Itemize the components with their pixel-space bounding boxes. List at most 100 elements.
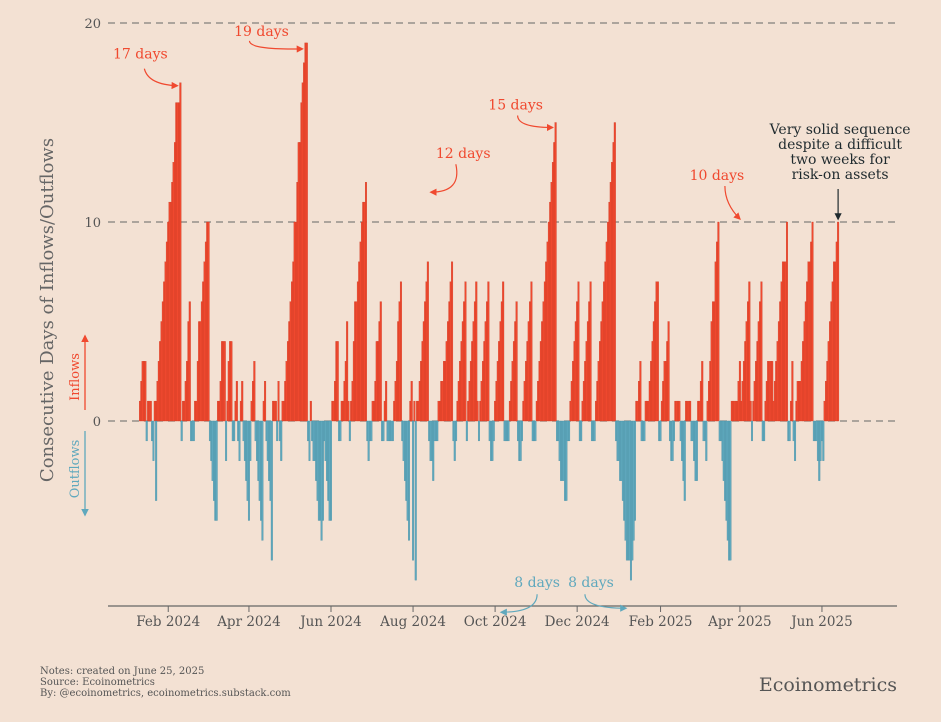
source-line: Source: Ecoinometrics <box>40 677 155 688</box>
y-tick-label: 10 <box>84 216 101 231</box>
inflow-bar <box>613 122 616 422</box>
outflow-bar <box>634 420 636 521</box>
inflow-bar <box>639 361 642 422</box>
outflow-bar <box>673 420 675 442</box>
annotation-label: 12 days <box>436 146 491 162</box>
y-tick-label: 20 <box>84 17 101 32</box>
inflow-bar <box>277 381 280 422</box>
outflow-bar <box>455 420 458 442</box>
by-line: By: @ecoinometrics, ecoinometrics.substa… <box>40 688 291 699</box>
outflow-bar <box>238 420 241 461</box>
outflow-bar <box>408 420 410 541</box>
inflows-label: Inflows <box>68 353 83 401</box>
outflow-bar <box>521 420 523 442</box>
inflow-bar <box>577 281 580 422</box>
outflow-bar <box>308 420 311 461</box>
y-tick-label: 0 <box>93 415 101 430</box>
outflow-bar <box>192 420 195 442</box>
outflow-bar <box>233 420 236 442</box>
inflow-bar <box>738 361 741 422</box>
outflow-bar <box>507 420 510 442</box>
annotation-label: 8 days <box>568 575 614 591</box>
outflow-bar <box>280 420 283 461</box>
x-tick-label: Feb 2024 <box>136 614 200 630</box>
outflow-bar <box>270 420 273 561</box>
inflow-bar <box>464 281 467 422</box>
inflow-bar <box>223 341 226 422</box>
outflow-bar <box>225 420 228 461</box>
inflow-bar <box>264 381 267 422</box>
inflow-bar <box>749 400 752 422</box>
outflow-bar <box>794 420 797 461</box>
annotation-arrow <box>248 40 304 53</box>
annotation-arrow <box>143 68 179 90</box>
annotation-label: risk-on assets <box>792 167 889 183</box>
annotation-label: two weeks for <box>790 152 890 168</box>
outflow-bar <box>580 420 583 442</box>
inflow-bar <box>760 281 763 422</box>
inflow-bar <box>399 281 402 422</box>
outflow-bar <box>370 420 373 442</box>
outflow-bar <box>436 420 439 442</box>
outflow-bar <box>249 420 252 461</box>
outflow-bar <box>683 420 686 501</box>
inflow-bar <box>678 400 681 422</box>
inflow-bar <box>149 400 152 422</box>
annotation-label: 10 days <box>690 168 745 184</box>
outflow-bar <box>822 420 825 461</box>
annotation-label: Very solid sequence <box>769 122 911 138</box>
brand-label: Ecoinometrics <box>758 674 897 696</box>
x-tick-label: Aug 2024 <box>379 614 446 630</box>
annotation-arrow <box>499 594 538 616</box>
inflow-bar <box>253 361 256 422</box>
outflow-bar <box>788 420 791 442</box>
outflow-bar <box>339 420 342 442</box>
inflow-bar <box>554 122 557 422</box>
outflow-bar <box>348 420 351 442</box>
annotation-arrow <box>517 115 555 132</box>
outflow-bar <box>321 420 324 521</box>
outflow-bar <box>593 420 596 442</box>
outflow-bar <box>695 420 698 481</box>
outflow-bar <box>643 420 646 442</box>
outflow-bar <box>180 420 183 442</box>
inflow-bar <box>515 301 518 422</box>
inflow-bar <box>530 281 533 422</box>
inflow-bar <box>589 281 592 422</box>
inflow-bar <box>786 221 788 422</box>
y-axis-title: Consecutive Days of Inflows/Outflows <box>37 138 58 482</box>
outflow-bar <box>763 420 766 442</box>
outflow-bar <box>414 420 417 581</box>
inflow-bar <box>385 381 388 422</box>
inflow-bar <box>811 221 814 422</box>
inflow-bar <box>487 281 490 422</box>
x-tick-label: Apr 2024 <box>216 614 281 630</box>
outflow-bar <box>705 420 708 461</box>
outflow-bar <box>391 420 394 442</box>
outflow-bar <box>152 420 155 461</box>
inflow-bar <box>475 281 478 422</box>
outflow-bar <box>145 420 148 442</box>
chart-area: 0 10 20 Feb 2024 Apr 2024 Jun 2024 Aug 2024 Oct… <box>37 17 911 630</box>
outflow-bar <box>382 420 385 442</box>
inflow-bar <box>207 221 210 422</box>
inflow-bar <box>717 221 720 422</box>
inflow-bar <box>476 400 479 422</box>
inflow-bar <box>235 381 238 422</box>
outflow-bar <box>155 420 158 501</box>
inflow-bar <box>656 281 659 422</box>
outflow-bar <box>477 420 480 442</box>
x-tick-label: Jun 2025 <box>789 614 852 630</box>
outflow-bar <box>276 420 279 442</box>
inflow-bar <box>241 381 244 422</box>
annotation-label: 8 days <box>514 575 560 591</box>
outflows-label: Outflows <box>68 440 83 499</box>
outflow-bar <box>261 420 264 541</box>
inflow-bar <box>771 361 774 422</box>
outflow-bar <box>729 420 732 561</box>
inflow-bar <box>451 261 454 422</box>
inflow-bar <box>748 281 751 422</box>
x-tick-label: Dec 2024 <box>545 614 610 630</box>
inflow-bar <box>179 82 182 422</box>
inflow-bar <box>230 341 233 422</box>
